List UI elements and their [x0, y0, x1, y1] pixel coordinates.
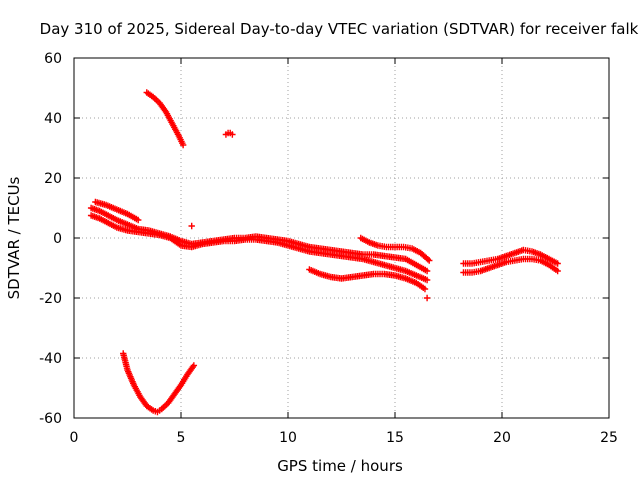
series-arc-18-23-lower [460, 255, 561, 276]
chart-grid [74, 58, 609, 418]
series-isolated-point [222, 129, 236, 138]
x-tick-label: 0 [70, 430, 79, 446]
chart-title: Day 310 of 2025, Sidereal Day-to-day VTE… [40, 20, 639, 38]
x-tick-label: 5 [177, 430, 186, 446]
series-arc-11-16 [306, 266, 429, 293]
data-point-marker [179, 141, 187, 149]
y-tick-label: 0 [53, 231, 62, 247]
x-tick-label: 15 [386, 430, 404, 446]
data-point-marker [424, 256, 432, 263]
series-isolated-point-2 [188, 222, 195, 230]
y-tick-label: 20 [44, 171, 62, 187]
x-tick-label: 10 [279, 430, 297, 446]
data-points [87, 89, 561, 416]
data-point-marker [426, 257, 433, 264]
y-tick-label: 60 [44, 51, 62, 67]
data-point-marker [423, 276, 431, 284]
data-point-marker [423, 267, 431, 275]
data-point-marker [423, 294, 431, 302]
data-point-marker [229, 131, 236, 138]
data-point-marker [190, 362, 198, 369]
data-point-marker [421, 285, 429, 293]
y-axis-label: SDTVAR / TECUs [5, 176, 23, 299]
series-band-c [92, 198, 142, 224]
plot-frame [73, 57, 610, 419]
x-axis-label: GPS time / hours [277, 457, 403, 475]
y-tick-label: -40 [39, 351, 62, 367]
y-tick-label: 40 [44, 111, 62, 127]
series-arc-13-16 [357, 234, 433, 264]
series-arc-high-descending [143, 89, 187, 149]
data-point-marker [135, 216, 142, 224]
data-point-marker [554, 267, 561, 275]
y-tick-label: -60 [39, 411, 62, 427]
y-tick-label: -20 [39, 291, 62, 307]
data-point-marker [188, 222, 195, 230]
series-isolated-point-3 [423, 294, 431, 302]
data-point-marker [554, 260, 561, 267]
x-tick-label: 25 [600, 430, 618, 446]
x-tick-label: 20 [493, 430, 511, 446]
series-arc-low-v [120, 350, 198, 416]
chart-ticks: 0 5 10 15 20 25 -60 -40 -20 0 20 40 60 [39, 51, 618, 446]
series-band-b [87, 212, 431, 284]
series-arc-18-23-upper [460, 246, 561, 267]
